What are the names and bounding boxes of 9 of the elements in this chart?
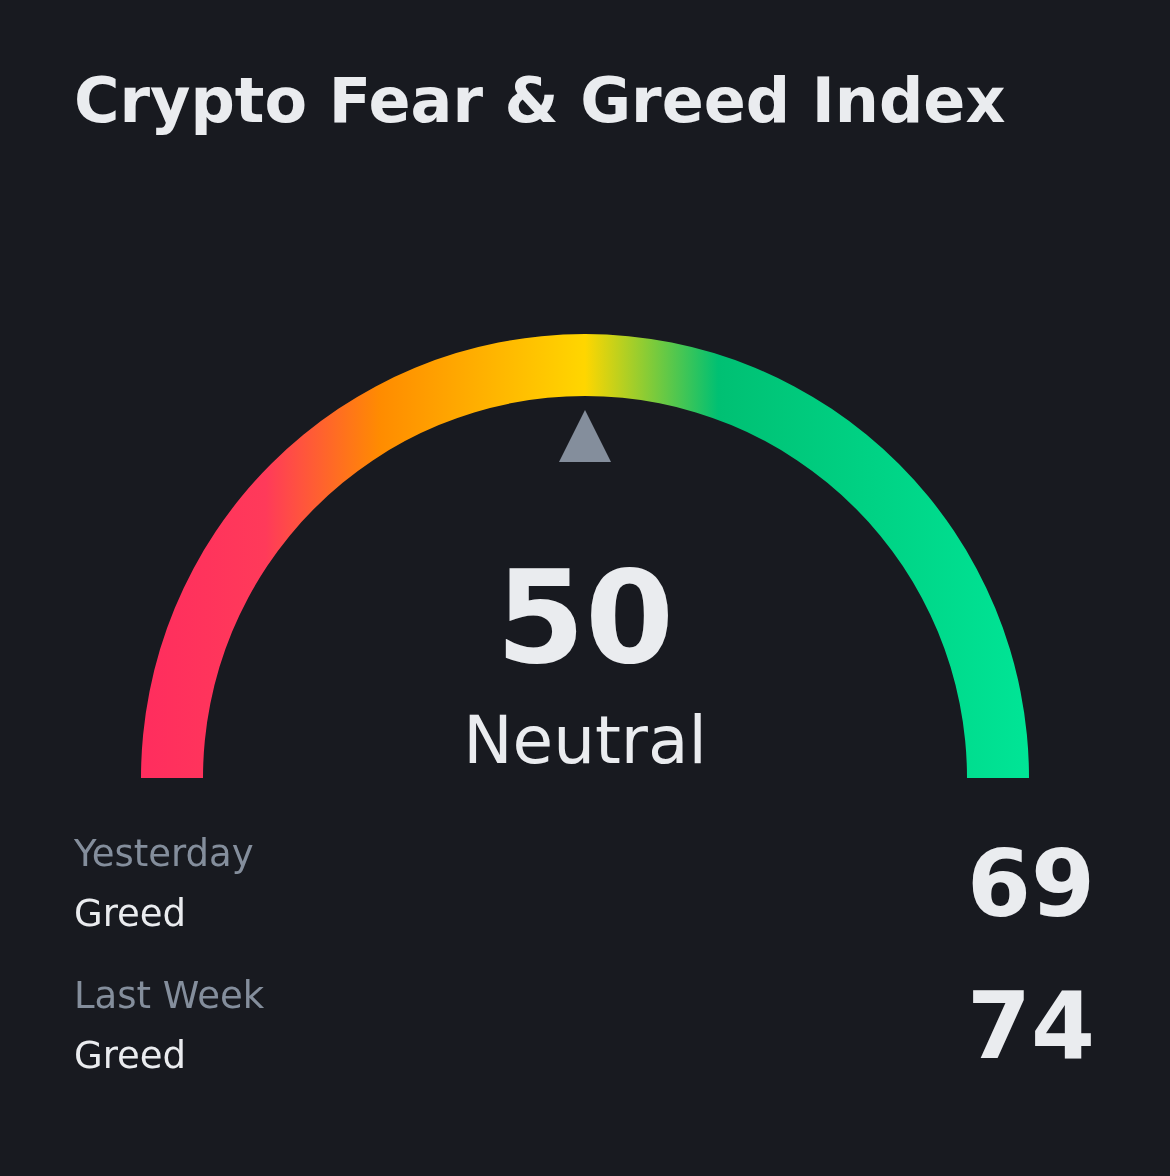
data-label: 50	[495, 543, 675, 692]
data-label: 74	[966, 973, 1095, 1080]
data-label: 69	[966, 831, 1095, 938]
text: Greed	[74, 892, 187, 935]
category-label: Neutral	[463, 702, 707, 779]
text: Crypto Fear & Greed Index	[74, 64, 1006, 137]
text: Greed	[74, 1034, 187, 1077]
category-label: Yesterday	[73, 832, 254, 875]
category-label: Last Week	[74, 974, 265, 1017]
